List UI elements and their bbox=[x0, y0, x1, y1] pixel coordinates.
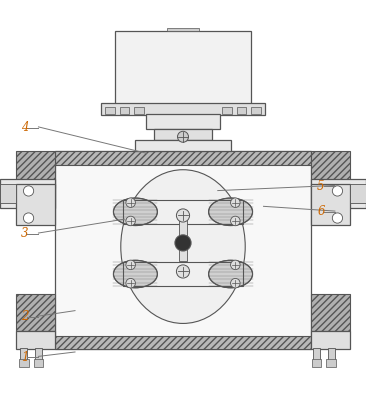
Bar bbox=[101, 103, 265, 115]
Bar bbox=[19, 359, 29, 367]
Bar bbox=[326, 359, 336, 367]
Circle shape bbox=[178, 131, 188, 142]
Ellipse shape bbox=[113, 198, 157, 226]
Ellipse shape bbox=[121, 170, 245, 324]
Circle shape bbox=[176, 265, 190, 278]
Bar bbox=[146, 114, 220, 129]
Ellipse shape bbox=[209, 260, 253, 288]
Circle shape bbox=[23, 186, 34, 196]
Bar bbox=[16, 184, 55, 224]
Bar bbox=[222, 107, 232, 115]
Bar bbox=[115, 31, 251, 104]
Bar bbox=[34, 359, 43, 367]
Bar bbox=[154, 129, 212, 140]
Bar bbox=[20, 348, 27, 360]
Circle shape bbox=[126, 198, 135, 207]
Bar bbox=[0, 183, 16, 203]
Text: 6: 6 bbox=[317, 205, 325, 219]
Bar bbox=[35, 348, 42, 360]
Text: 3: 3 bbox=[21, 227, 28, 240]
Bar bbox=[328, 348, 335, 360]
Bar bbox=[311, 294, 350, 331]
Bar bbox=[312, 359, 321, 367]
Bar bbox=[16, 294, 55, 331]
Circle shape bbox=[231, 279, 240, 288]
Circle shape bbox=[126, 260, 135, 269]
Bar bbox=[311, 184, 350, 224]
Text: 5: 5 bbox=[317, 179, 325, 193]
Bar bbox=[311, 331, 350, 349]
Circle shape bbox=[332, 213, 343, 223]
Circle shape bbox=[332, 186, 343, 196]
Circle shape bbox=[126, 279, 135, 288]
Bar bbox=[0, 179, 55, 208]
Bar bbox=[350, 183, 366, 203]
Ellipse shape bbox=[209, 198, 253, 226]
Bar bbox=[311, 151, 350, 188]
Bar bbox=[55, 151, 311, 165]
Bar bbox=[55, 336, 311, 349]
Bar bbox=[237, 107, 246, 115]
Text: 4: 4 bbox=[21, 121, 28, 134]
Circle shape bbox=[231, 216, 240, 226]
Circle shape bbox=[231, 198, 240, 207]
Bar bbox=[105, 107, 115, 115]
Bar bbox=[16, 151, 55, 188]
Bar bbox=[179, 214, 187, 261]
Circle shape bbox=[23, 213, 34, 223]
Bar bbox=[251, 107, 261, 115]
Circle shape bbox=[175, 235, 191, 251]
Ellipse shape bbox=[113, 260, 157, 288]
Bar bbox=[313, 348, 320, 360]
Bar bbox=[167, 28, 199, 31]
Bar bbox=[123, 262, 243, 286]
Bar bbox=[134, 107, 144, 115]
Bar bbox=[55, 151, 311, 349]
Bar bbox=[311, 179, 366, 208]
Bar bbox=[135, 140, 231, 151]
Circle shape bbox=[176, 209, 190, 222]
Circle shape bbox=[126, 216, 135, 226]
Text: 1: 1 bbox=[21, 351, 28, 364]
Bar bbox=[16, 331, 55, 349]
Bar bbox=[120, 107, 129, 115]
Circle shape bbox=[231, 260, 240, 269]
Text: 2: 2 bbox=[21, 310, 28, 323]
Bar bbox=[123, 200, 243, 224]
